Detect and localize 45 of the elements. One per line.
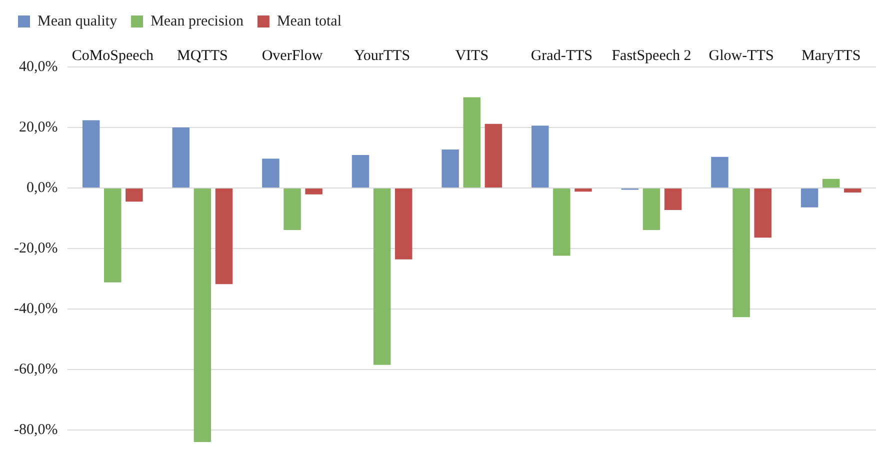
bar bbox=[262, 158, 280, 188]
bar bbox=[172, 127, 190, 188]
x-tick-label: Grad-TTS bbox=[530, 48, 593, 64]
y-tick-label: 0,0% bbox=[26, 180, 58, 196]
y-tick-label: 20,0% bbox=[18, 119, 58, 136]
y-tick-label: -60,0% bbox=[14, 361, 58, 378]
bar bbox=[664, 188, 682, 210]
bar bbox=[642, 188, 660, 230]
y-tick-label: -40,0% bbox=[14, 300, 58, 317]
bar bbox=[82, 120, 100, 188]
x-tick-label: MaryTTS bbox=[802, 48, 861, 64]
bar bbox=[215, 188, 233, 284]
bar bbox=[800, 188, 818, 208]
bar bbox=[822, 178, 840, 188]
bar bbox=[732, 188, 750, 318]
legend-label: Mean total bbox=[276, 13, 342, 30]
bar bbox=[844, 188, 862, 193]
bar bbox=[484, 124, 502, 188]
legend-label: Mean quality bbox=[38, 13, 118, 30]
x-tick-label: MQTTS bbox=[177, 48, 228, 64]
bar bbox=[574, 188, 592, 192]
bar bbox=[394, 188, 412, 260]
bar bbox=[442, 150, 459, 188]
bar bbox=[194, 188, 212, 442]
x-tick-label: Glow-TTS bbox=[708, 48, 774, 64]
bar bbox=[305, 188, 322, 194]
bar bbox=[284, 188, 301, 230]
y-tick-label: 40,0% bbox=[18, 58, 58, 75]
y-tick-label: -20,0% bbox=[14, 240, 58, 256]
x-tick-label: OverFlow bbox=[262, 48, 323, 64]
x-tick-label: CoMoSpeech bbox=[72, 48, 154, 64]
bar bbox=[463, 97, 480, 188]
x-tick-label: FastSpeech 2 bbox=[612, 48, 692, 64]
legend-label: Mean precision bbox=[150, 13, 244, 30]
x-tick-label: YourTTS bbox=[354, 48, 410, 64]
bar bbox=[553, 188, 570, 256]
bar bbox=[711, 156, 728, 188]
bar bbox=[754, 188, 772, 238]
y-tick-label: -80,0% bbox=[14, 422, 58, 438]
x-tick-label: VITS bbox=[455, 48, 489, 64]
bar bbox=[126, 188, 143, 202]
bar bbox=[373, 188, 391, 365]
bar bbox=[104, 188, 122, 282]
bar bbox=[532, 126, 549, 188]
bar bbox=[352, 155, 370, 188]
